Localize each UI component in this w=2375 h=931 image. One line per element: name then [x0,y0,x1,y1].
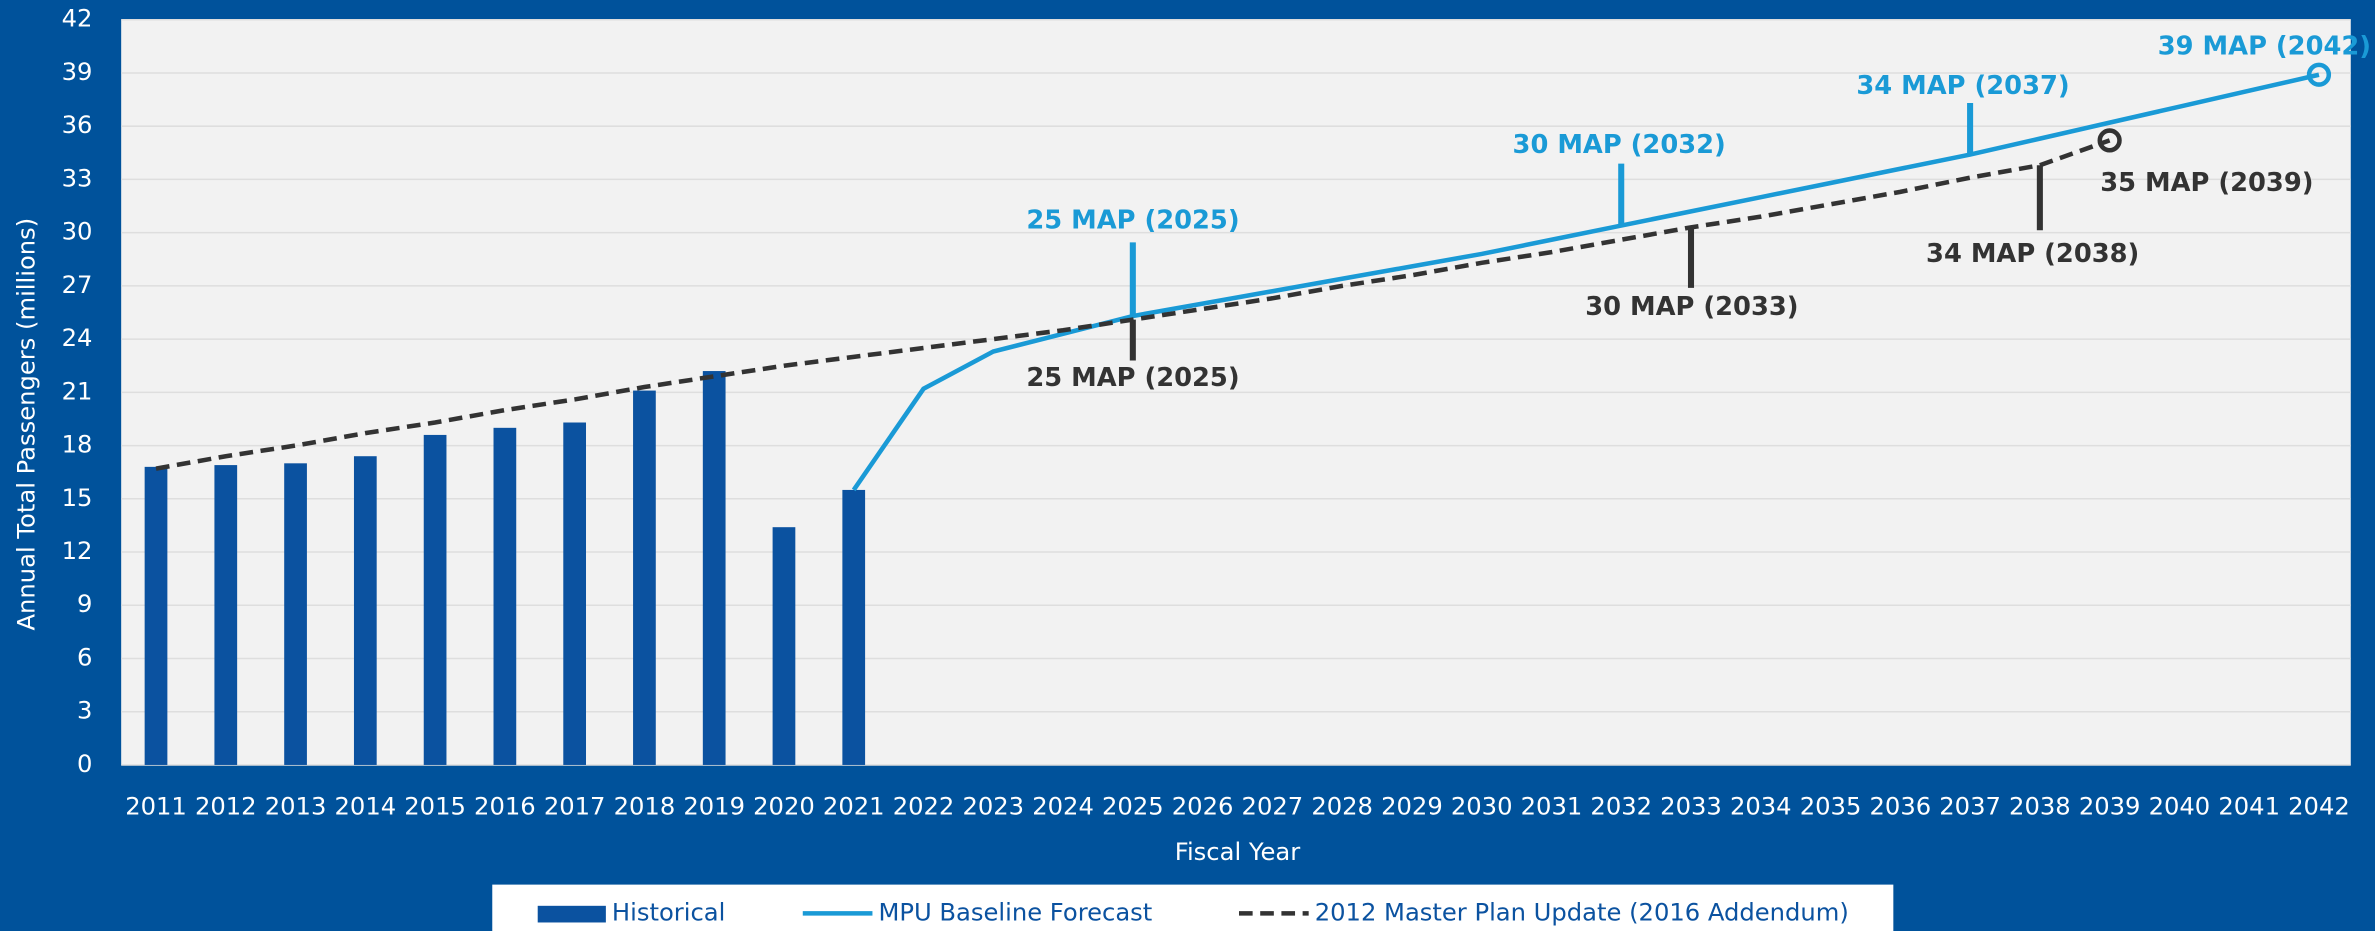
x-tick-label: 2040 [2149,792,2211,820]
x-tick-label: 2025 [1102,792,1164,820]
x-tick-label: 2037 [1939,792,2001,820]
x-tick-label: 2041 [2218,792,2280,820]
x-tick-label: 2015 [404,792,466,820]
bar [493,427,517,765]
x-tick-label: 2035 [1800,792,1862,820]
bar [702,371,726,765]
bar [842,489,866,765]
legend-label: MPU Baseline Forecast [879,898,1153,926]
y-tick-label: 36 [62,111,93,139]
y-tick-label: 15 [62,484,93,512]
y-tick-label: 0 [77,750,92,778]
line [851,72,2320,492]
x-tick-label: 2036 [1870,792,1932,820]
x-tick-label: 2027 [1242,792,1304,820]
y-tick-label: 30 [62,218,93,246]
y-tick-label: 33 [62,164,93,192]
bar [633,390,656,765]
x-tick-label: 2023 [962,792,1024,820]
x-axis-title: Fiscal Year [1175,838,1300,866]
legend [492,884,1894,931]
bar [563,422,587,765]
y-tick-label: 6 [77,643,92,671]
bar [144,466,168,765]
y-tick-label: 12 [62,537,93,565]
y-tick-label: 42 [62,5,93,33]
bar [772,527,796,765]
x-tick-label: 2042 [2288,792,2350,820]
dashed-line [155,138,2111,471]
y-tick-label: 39 [62,58,93,86]
x-tick-label: 2038 [2009,792,2071,820]
annotation-label: 34 MAP (2038) [1926,239,2139,269]
x-tick-label: 2012 [195,792,257,820]
x-tick-label: 2020 [753,792,815,820]
annotation-label: 34 MAP (2037) [1856,71,2069,101]
x-tick-label: 2014 [335,792,397,820]
annotation-label: 30 MAP (2033) [1585,292,1798,322]
y-tick-label: 9 [77,590,92,618]
bar [353,456,377,765]
y-tick-label: 21 [62,377,93,405]
bar [214,465,238,765]
x-tick-label: 2028 [1311,792,1373,820]
x-tick-label: 2034 [1730,792,1792,820]
legend-label: Historical [612,898,725,926]
legend-swatch [537,905,606,923]
annotation-label: 35 MAP (2039) [2100,168,2313,198]
x-tick-label: 2018 [614,792,676,820]
annotation-marker [2306,62,2332,87]
x-tick-label: 2013 [265,792,327,820]
legend-label: 2012 Master Plan Update (2016 Addendum) [1315,898,1849,926]
bar [423,434,447,765]
annotation-label: 25 MAP (2025) [1026,363,1239,393]
y-tick-label: 3 [77,697,92,725]
y-tick-label: 18 [62,431,93,459]
annotation-marker [2097,128,2122,153]
y-tick-label: 24 [62,324,93,352]
x-tick-label: 2031 [1521,792,1583,820]
y-tick-label: 27 [62,271,93,299]
annotation-label: 25 MAP (2025) [1026,206,1239,236]
x-tick-label: 2019 [683,792,745,820]
x-tick-label: 2016 [474,792,536,820]
x-tick-label: 2024 [1032,792,1094,820]
bar [284,463,307,765]
y-axis-title: Annual Total Passengers (millions) [12,218,40,631]
x-tick-label: 2011 [125,792,187,820]
x-tick-label: 2039 [2079,792,2141,820]
x-tick-label: 2021 [823,792,885,820]
x-tick-label: 2017 [544,792,606,820]
x-tick-label: 2029 [1381,792,1443,820]
x-tick-label: 2032 [1590,792,1652,820]
x-tick-label: 2026 [1172,792,1234,820]
x-tick-label: 2030 [1451,792,1513,820]
x-tick-label: 2033 [1660,792,1722,820]
x-tick-label: 2022 [893,792,955,820]
annotation-label: 39 MAP (2042) [2158,31,2371,61]
annotation-label: 30 MAP (2032) [1513,130,1726,160]
